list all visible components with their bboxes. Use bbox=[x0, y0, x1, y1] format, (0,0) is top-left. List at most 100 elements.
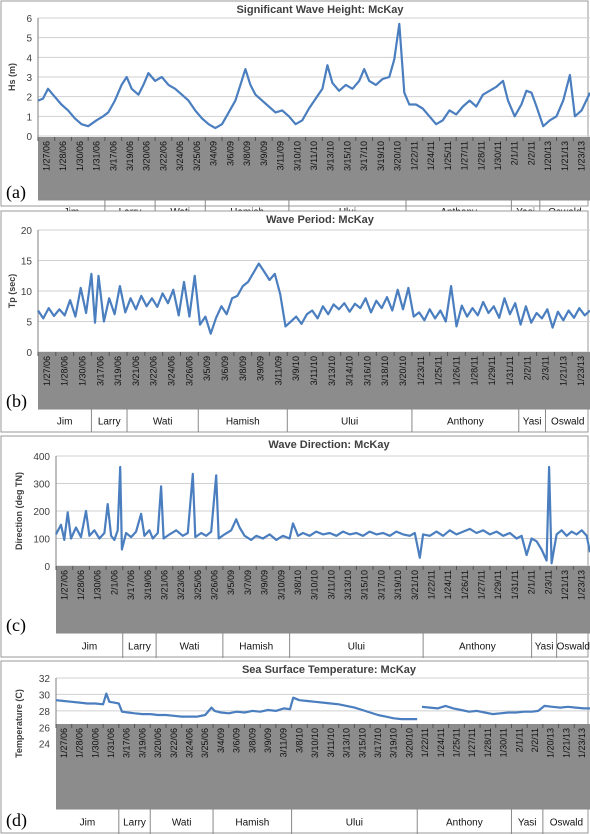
x-tick-label: 3/9/10 bbox=[291, 356, 301, 381]
chart-panel-3: Wave Direction: McKay Direction (deg TN) 0… bbox=[0, 435, 590, 658]
x-tick-label: 1/28/06 bbox=[58, 141, 68, 171]
x-tick-label: 3/9/09 bbox=[259, 141, 269, 166]
x-tick-label: 3/19/06 bbox=[113, 356, 123, 386]
x-tick-label: 1/30/06 bbox=[93, 570, 103, 600]
x-tick-label: 3/20/10 bbox=[398, 356, 408, 386]
x-tick-label: 1/28/11 bbox=[469, 356, 479, 385]
y-tick-label: 4 bbox=[26, 53, 32, 64]
x-tick-label: 3/23/06 bbox=[176, 570, 186, 600]
event-label: Yasi bbox=[518, 818, 537, 829]
series-line bbox=[55, 692, 418, 721]
y-tick-label: 6 bbox=[26, 14, 32, 25]
event-label: Wati bbox=[153, 417, 173, 428]
x-tick-label: 1/28/06 bbox=[76, 570, 86, 600]
x-tick-label: 1/21/13 bbox=[561, 728, 571, 758]
x-tick-label: 3/22/06 bbox=[158, 141, 168, 171]
x-tick-label: 1/30/06 bbox=[90, 728, 100, 758]
x-tick-label: 1/22/11 bbox=[409, 141, 419, 170]
x-tick-label: 1/21/13 bbox=[558, 356, 568, 386]
x-tick-label: 3/8/09 bbox=[242, 141, 252, 166]
x-tick-label: 3/19/06 bbox=[137, 728, 147, 758]
x-tick-label: 1/20/13 bbox=[546, 728, 556, 758]
x-tick-label: 3/17/06 bbox=[108, 141, 118, 171]
x-tick-label: 3/11/10 bbox=[309, 356, 319, 385]
chart-title: Wave Direction: McKay bbox=[268, 439, 390, 451]
x-tick-label: 1/27/11 bbox=[477, 570, 487, 599]
chart-panel-2: Wave Period: McKay Tp (sec) 0 5 10 15 20 1/27/0… bbox=[0, 210, 590, 433]
x-tick-label: 1/23/13 bbox=[577, 141, 587, 171]
x-tick-label: 1/28/06 bbox=[60, 356, 70, 386]
x-tick-label: 2/1/06 bbox=[109, 570, 119, 595]
chart-title: Sea Surface Temperature: McKay bbox=[242, 664, 417, 676]
x-tick-label: 3/26/06 bbox=[210, 570, 220, 600]
x-tick-label: 2/1/11 bbox=[514, 728, 524, 752]
x-tick-label: 1/26/11 bbox=[451, 356, 461, 385]
series-line bbox=[37, 22, 590, 130]
x-tick-label: 3/6/09 bbox=[220, 356, 230, 381]
x-tick-label: 3/17/10 bbox=[376, 570, 386, 600]
x-tick-label: 3/25/06 bbox=[192, 141, 202, 171]
x-tick-label: 1/25/11 bbox=[434, 356, 444, 385]
x-tick-label: 1/24/11 bbox=[436, 728, 446, 757]
x-tick-label: 3/8/09 bbox=[238, 356, 248, 381]
x-tick-label: 3/21/10 bbox=[410, 570, 420, 600]
event-label: Anthony bbox=[446, 818, 483, 829]
x-tick-label: 1/27/06 bbox=[41, 141, 51, 171]
panel-letter: (b) bbox=[6, 391, 27, 412]
x-tick-label: 1/24/11 bbox=[426, 141, 436, 170]
x-tick-label: 3/19/06 bbox=[143, 570, 153, 600]
y-tick-label: 1 bbox=[26, 112, 32, 123]
y-tick-label: 10 bbox=[21, 287, 33, 298]
x-tick-label: 1/23/13 bbox=[576, 356, 586, 386]
y-tick-label: 100 bbox=[33, 535, 50, 546]
event-label: Wati bbox=[172, 818, 192, 829]
event-label: Larry bbox=[98, 417, 121, 428]
x-tick-label: 3/7/09 bbox=[243, 570, 253, 595]
x-tick-label: 3/11/10 bbox=[309, 141, 319, 170]
chart-panel-4: Sea Surface Temperature: McKay Temperatur… bbox=[0, 660, 590, 834]
x-tick-label: 1/31/11 bbox=[510, 570, 520, 599]
y-tick-label: 0 bbox=[44, 562, 50, 573]
x-tick-label: 1/25/11 bbox=[452, 728, 462, 757]
x-tick-label: 3/19/10 bbox=[389, 728, 399, 758]
y-tick-label: 32 bbox=[39, 674, 51, 685]
x-tick-label: 1/28/11 bbox=[483, 728, 493, 757]
event-label: Hamish bbox=[239, 642, 273, 653]
event-label: Oswald bbox=[551, 417, 584, 428]
date-band bbox=[56, 566, 590, 633]
x-tick-label: 1/28/11 bbox=[476, 141, 486, 170]
x-tick-label: 1/31/06 bbox=[92, 141, 102, 171]
chart-title: Wave Period: McKay bbox=[266, 214, 375, 226]
event-label: Jim bbox=[57, 417, 73, 428]
x-tick-label: 3/9/09 bbox=[263, 728, 273, 753]
x-tick-label: 3/20/06 bbox=[153, 728, 163, 758]
x-tick-label: 3/13/10 bbox=[327, 356, 337, 386]
y-tick-label: 28 bbox=[39, 707, 51, 718]
x-tick-label: 3/13/10 bbox=[326, 141, 336, 171]
event-label: Oswald bbox=[550, 818, 583, 829]
y-tick-label: 5 bbox=[26, 34, 32, 45]
x-tick-label: 1/27/06 bbox=[59, 728, 69, 758]
x-tick-label: 3/24/06 bbox=[175, 141, 185, 171]
x-tick-label: 3/18/10 bbox=[380, 356, 390, 386]
event-label: Yasi bbox=[535, 642, 554, 653]
x-tick-label: 3/15/10 bbox=[360, 570, 370, 600]
y-tick-label: 400 bbox=[33, 452, 50, 463]
x-tick-label: 1/25/11 bbox=[443, 141, 453, 170]
event-label: Ului bbox=[348, 642, 365, 653]
x-tick-label: 2/2/11 bbox=[530, 728, 540, 752]
x-tick-label: 3/11/10 bbox=[326, 570, 336, 599]
event-label: Ului bbox=[346, 818, 363, 829]
event-label: Wati bbox=[180, 642, 200, 653]
x-tick-label: 3/8/10 bbox=[293, 570, 303, 595]
x-tick-label: 3/22/06 bbox=[149, 356, 159, 386]
x-tick-label: 2/3/11 bbox=[540, 356, 550, 380]
x-tick-label: 1/29/11 bbox=[487, 356, 497, 385]
x-tick-label: 3/8/09 bbox=[247, 728, 257, 753]
x-tick-label: 3/17/06 bbox=[122, 728, 132, 758]
x-tick-label: 3/6/09 bbox=[225, 141, 235, 166]
x-tick-label: 1/20/13 bbox=[543, 141, 553, 171]
y-tick-label: 200 bbox=[33, 507, 50, 518]
x-tick-label: 1/31/11 bbox=[505, 356, 515, 385]
y-tick-label: 26 bbox=[39, 723, 51, 734]
